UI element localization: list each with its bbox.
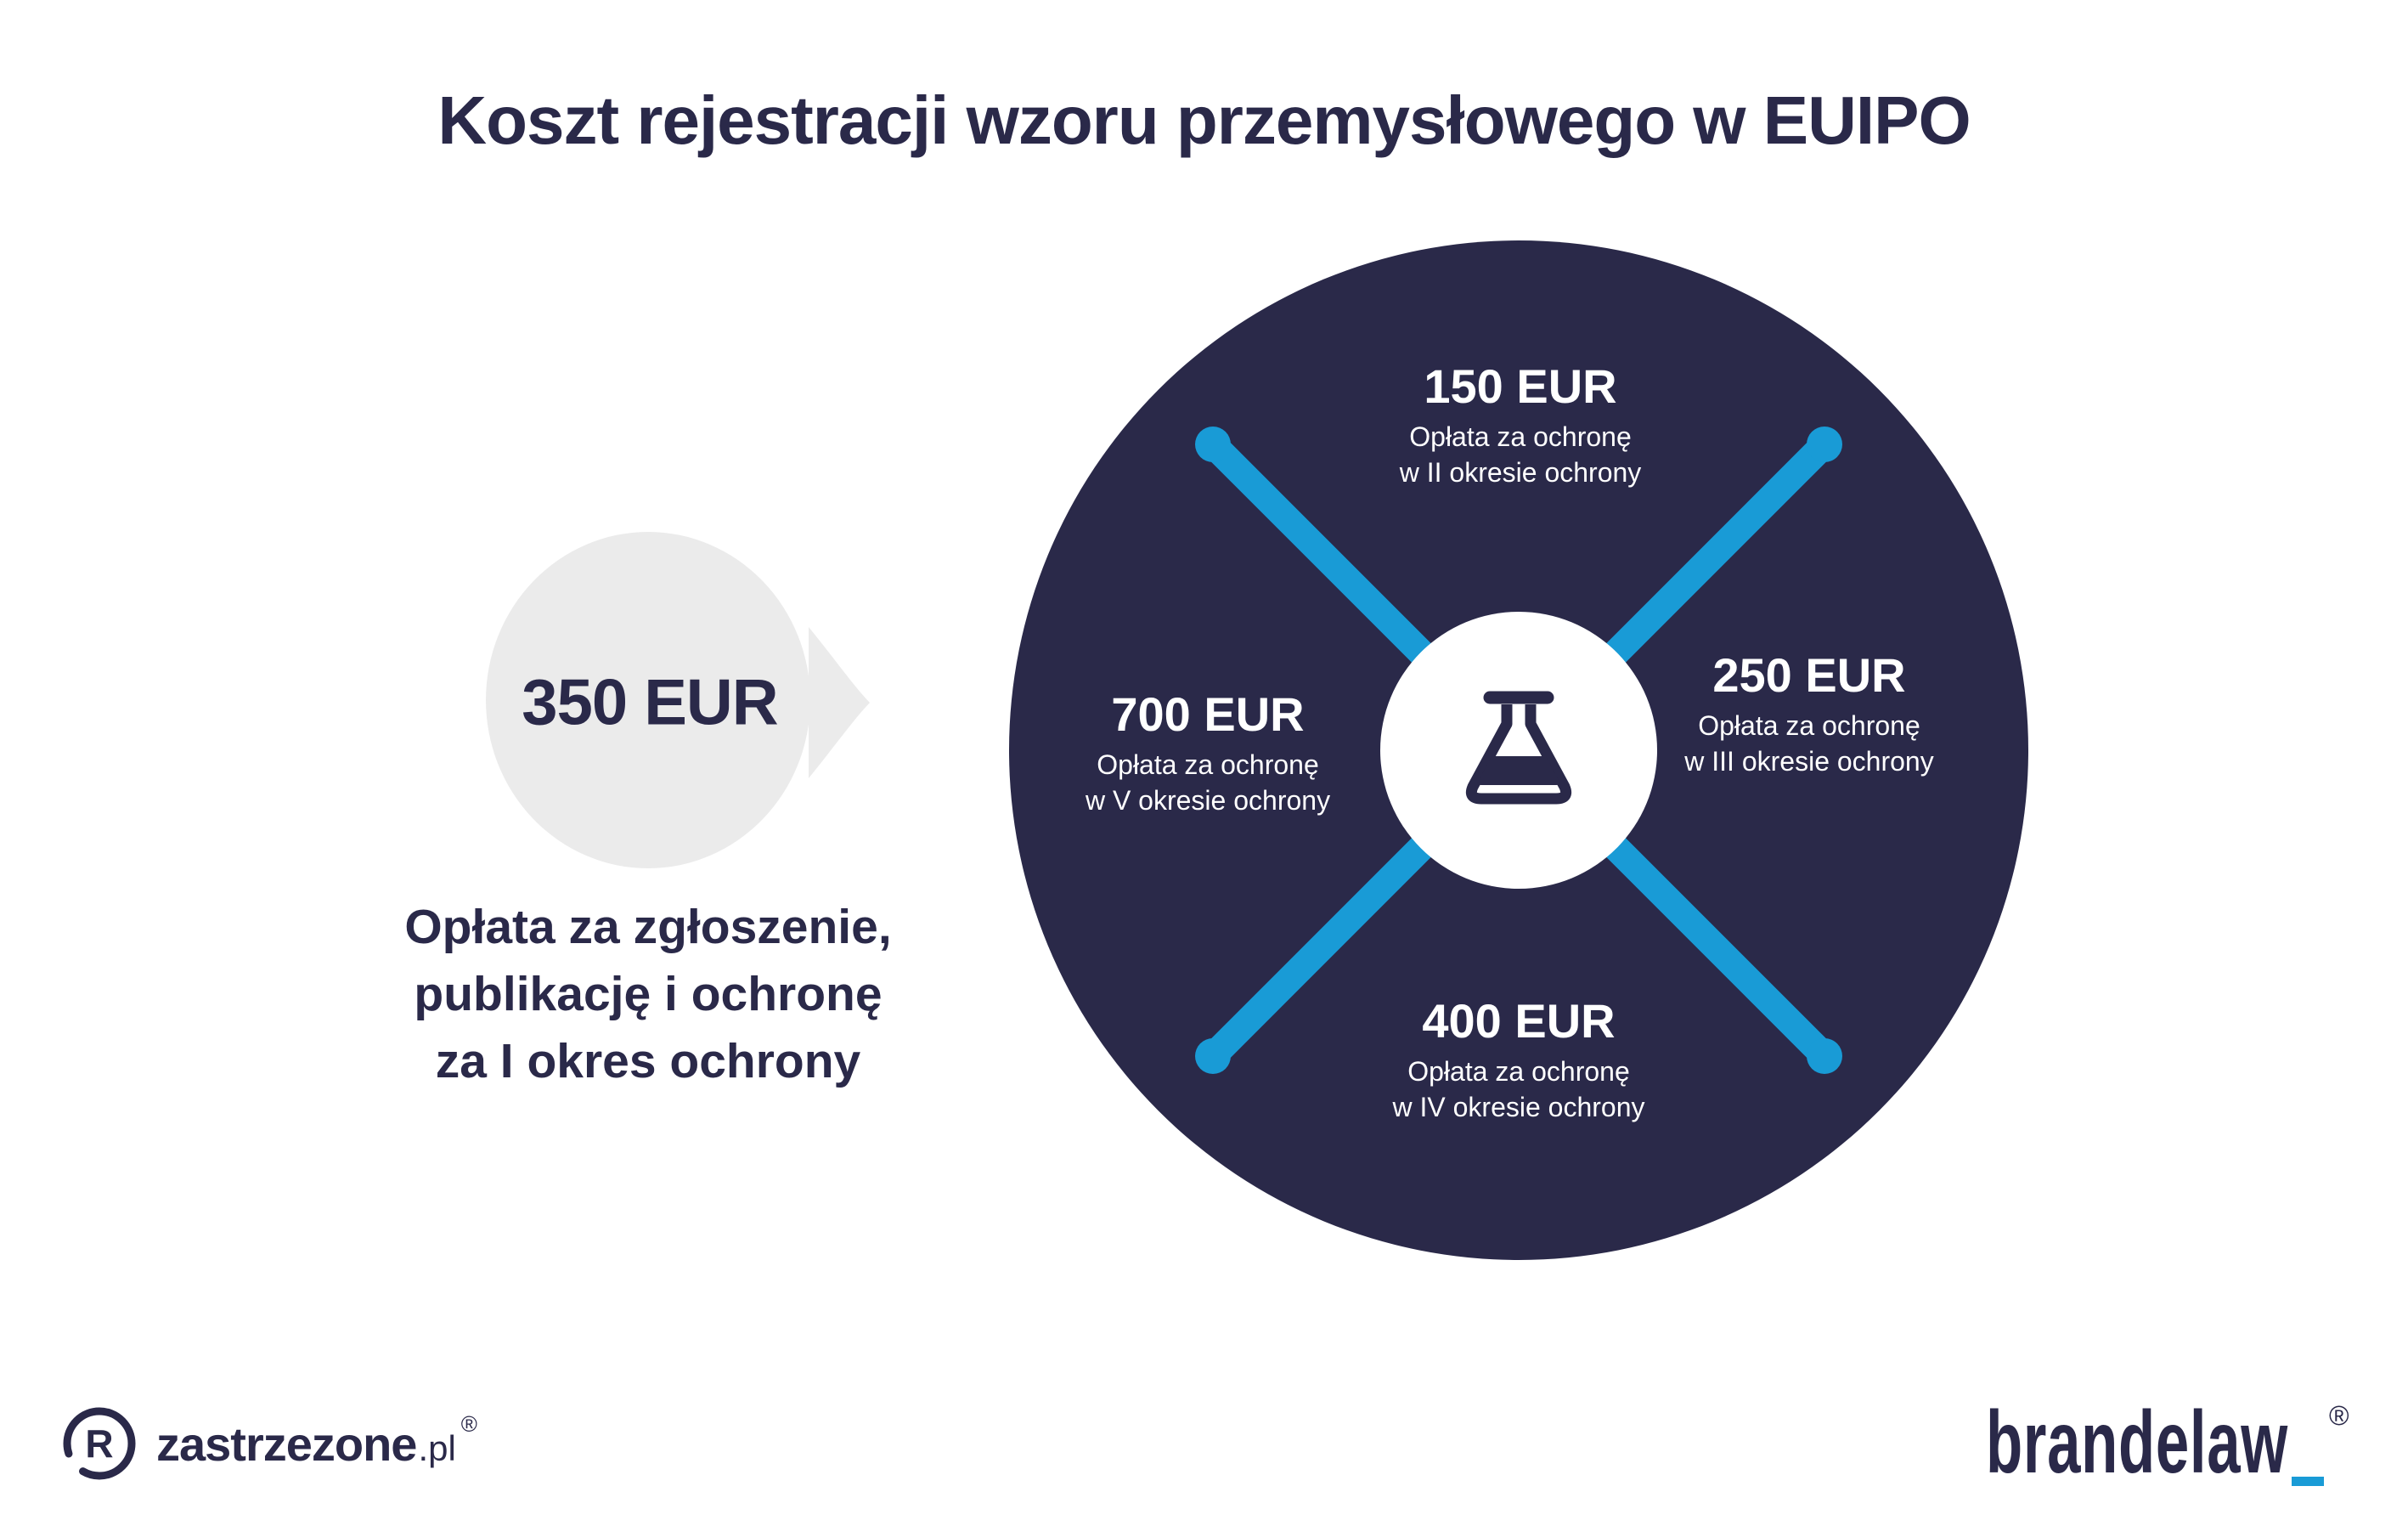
fee-desc-line: Opłata za ochronę xyxy=(1407,1056,1630,1087)
connector-dot-top-right xyxy=(1807,427,1842,462)
initial-fee-value: 350 EUR xyxy=(522,666,778,739)
caption-line: Opłata za zgłoszenie, xyxy=(404,900,892,954)
registered-trademark-symbol: ® xyxy=(2329,1400,2349,1431)
zastrzezone-icon: R xyxy=(63,1407,136,1480)
center-circle xyxy=(1380,612,1657,889)
fee-value: 700 EUR xyxy=(1111,687,1305,741)
fee-value: 400 EUR xyxy=(1422,994,1616,1048)
brandelaw-logo: brandelaw ® xyxy=(1986,1393,2377,1492)
fee-value: 250 EUR xyxy=(1712,648,1906,702)
zastrzezone-tld: .pl xyxy=(418,1427,456,1468)
fee-desc-line: w II okresie ochrony xyxy=(1399,457,1642,488)
fee-value: 150 EUR xyxy=(1424,359,1617,413)
fee-item-period-3: 250 EUR Opłata za ochronę w III okresie … xyxy=(1684,650,1933,779)
brandelaw-wordmark: brandelaw xyxy=(1986,1393,2288,1492)
fee-item-period-2: 150 EUR Opłata za ochronę w II okresie o… xyxy=(1400,361,1642,490)
fee-desc-line: Opłata za ochronę xyxy=(1698,710,1920,741)
fee-item-period-4: 400 EUR Opłata za ochronę w IV okresie o… xyxy=(1392,996,1644,1125)
connector-dot-bottom-right xyxy=(1807,1038,1842,1074)
connector-dot-top-left xyxy=(1195,427,1231,462)
brandelaw-underscore xyxy=(2292,1477,2324,1486)
fee-wheel xyxy=(1009,240,2028,1260)
fee-desc-line: Opłata za ochronę xyxy=(1409,421,1632,452)
fee-desc-line: w III okresie ochrony xyxy=(1684,746,1934,777)
registered-trademark-symbol: ® xyxy=(460,1410,477,1437)
connector-dot-bottom-left xyxy=(1195,1038,1231,1074)
speech-bubble xyxy=(486,532,870,868)
page-title: Koszt rejestracji wzoru przemysłowego w … xyxy=(437,82,1971,158)
fee-desc-line: w IV okresie ochrony xyxy=(1392,1092,1645,1122)
fee-desc-line: w V okresie ochrony xyxy=(1085,785,1331,816)
speech-bubble-circle xyxy=(486,532,810,868)
caption-line: za I okres ochrony xyxy=(435,1034,861,1088)
fee-item-period-5: 700 EUR Opłata za ochronę w V okresie oc… xyxy=(1086,689,1330,818)
zastrzezone-wordmark: zastrzezone xyxy=(156,1416,417,1471)
fee-desc-line: Opłata za ochronę xyxy=(1097,749,1319,780)
svg-text:R: R xyxy=(85,1421,113,1466)
zastrzezone-logo: R zastrzezone .pl ® xyxy=(59,1404,477,1483)
flask-icon xyxy=(1465,691,1572,805)
caption-line: publikację i ochronę xyxy=(414,967,883,1021)
initial-fee-caption: Opłata za zgłoszenie, publikację i ochro… xyxy=(404,894,891,1095)
speech-bubble-tail xyxy=(809,627,870,778)
